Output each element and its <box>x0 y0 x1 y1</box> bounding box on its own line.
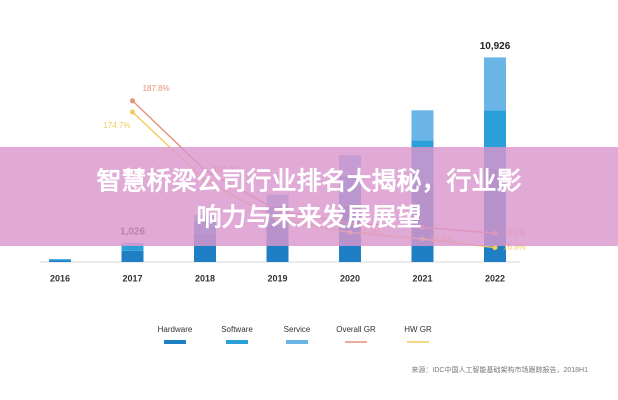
x-tick-label: 2020 <box>340 273 360 283</box>
bar-segment <box>411 110 434 141</box>
data-label: 187.8% <box>143 84 170 93</box>
legend-label: Service <box>284 325 311 334</box>
legend-swatch <box>286 340 308 344</box>
x-tick-label: 2016 <box>50 273 70 283</box>
legend-swatch <box>226 340 248 344</box>
bar-segment <box>121 245 144 251</box>
banner-line: 响力与未来发展展望 <box>196 203 421 232</box>
bar-segment <box>484 57 506 111</box>
total-label: 10,926 <box>480 41 511 52</box>
legend-label: HW GR <box>404 325 432 334</box>
source: 来源：IDC中国人工智能基础架构市场跟踪报告，2018H1 <box>411 365 588 374</box>
line-point <box>492 245 498 251</box>
banner <box>0 147 618 246</box>
x-tick-label: 2019 <box>267 273 287 283</box>
line-point <box>130 98 135 104</box>
legend-swatch <box>164 340 186 344</box>
bar-segment <box>49 260 71 262</box>
bar-segment <box>121 250 144 262</box>
line-point <box>130 109 135 115</box>
legend-label: Hardware <box>158 325 193 334</box>
legend-label: Overall GR <box>336 325 376 334</box>
data-label: 16.8% <box>503 243 526 252</box>
x-tick-label: 2018 <box>195 273 215 283</box>
x-tick-label: 2022 <box>485 273 505 283</box>
data-label: 174.7% <box>103 121 130 130</box>
x-tick-label: 2021 <box>412 273 432 283</box>
banner-line: 智慧桥梁公司行业排名大揭秘，行业影 <box>96 167 521 196</box>
x-tick-label: 2017 <box>122 273 142 283</box>
bar-segment <box>49 259 71 261</box>
legend-label: Software <box>221 325 253 334</box>
